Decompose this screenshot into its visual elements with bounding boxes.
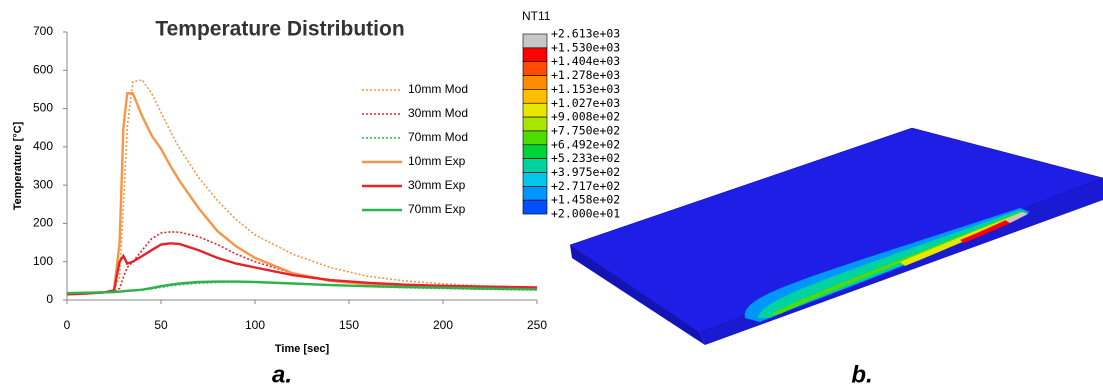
x-tick-label: 150 bbox=[339, 318, 359, 332]
legend-label: 70mm Mod bbox=[408, 130, 468, 144]
x-tick-label: 200 bbox=[433, 318, 453, 332]
color-bin bbox=[523, 200, 547, 214]
y-tick-label: 700 bbox=[33, 24, 53, 38]
level-label: +1.404e+03 bbox=[551, 54, 620, 68]
y-tick-label: 100 bbox=[33, 254, 53, 268]
x-axis-label: Time [sec] bbox=[275, 343, 330, 355]
color-bin bbox=[523, 103, 547, 117]
level-label: +2.613e+03 bbox=[551, 27, 620, 41]
legend-label: 30mm Exp bbox=[408, 178, 466, 192]
level-label: +5.233e+02 bbox=[551, 151, 620, 165]
y-axis-label: Temperature [°C] bbox=[12, 121, 24, 210]
level-label: +6.492e+02 bbox=[551, 137, 620, 151]
x-tick-label: 50 bbox=[154, 318, 168, 332]
color-bin bbox=[523, 186, 547, 200]
contour-title: NT11 bbox=[522, 9, 551, 23]
series-line bbox=[67, 282, 537, 294]
level-label: +1.027e+03 bbox=[551, 96, 620, 110]
level-label: +9.008e+02 bbox=[551, 110, 620, 124]
level-label: +1.530e+03 bbox=[551, 40, 620, 54]
color-bin bbox=[523, 131, 547, 145]
x-tick-label: 250 bbox=[527, 318, 547, 332]
y-tick-label: 200 bbox=[33, 216, 53, 230]
color-bin bbox=[523, 159, 547, 173]
legend-label: 10mm Exp bbox=[408, 154, 466, 168]
panel-caption: b. bbox=[851, 361, 872, 388]
level-label: +2.000e+01 bbox=[551, 207, 620, 221]
x-tick-label: 0 bbox=[64, 318, 71, 332]
color-bin bbox=[523, 89, 547, 103]
chart-title: Temperature Distribution bbox=[155, 18, 404, 41]
panel-caption: a. bbox=[272, 361, 292, 388]
level-label: +1.153e+03 bbox=[551, 82, 620, 96]
color-bin bbox=[523, 48, 547, 62]
series-line bbox=[67, 93, 537, 294]
color-bin bbox=[523, 62, 547, 76]
color-bin bbox=[523, 34, 547, 48]
x-tick-label: 100 bbox=[245, 318, 265, 332]
legend-label: 30mm Mod bbox=[408, 106, 468, 120]
level-label: +2.717e+02 bbox=[551, 179, 620, 193]
y-tick-label: 300 bbox=[33, 177, 53, 191]
plate bbox=[570, 128, 1103, 345]
figure: Temperature Distribution Time [sec] Temp… bbox=[0, 0, 1103, 390]
level-label: +7.750e+02 bbox=[551, 123, 620, 137]
level-label: +3.975e+02 bbox=[551, 165, 620, 179]
level-label: +1.458e+02 bbox=[551, 193, 620, 207]
y-tick-label: 600 bbox=[33, 62, 53, 76]
y-tick-label: 500 bbox=[33, 101, 53, 115]
legend-label: 70mm Exp bbox=[408, 202, 466, 216]
legend-label: 10mm Mod bbox=[408, 82, 468, 96]
series-line bbox=[67, 243, 537, 294]
color-bin bbox=[523, 117, 547, 131]
color-bin bbox=[523, 76, 547, 90]
level-label: +1.278e+03 bbox=[551, 68, 620, 82]
y-tick-label: 0 bbox=[46, 292, 53, 306]
color-bin bbox=[523, 173, 547, 187]
y-tick-label: 400 bbox=[33, 139, 53, 153]
color-bin bbox=[523, 145, 547, 159]
